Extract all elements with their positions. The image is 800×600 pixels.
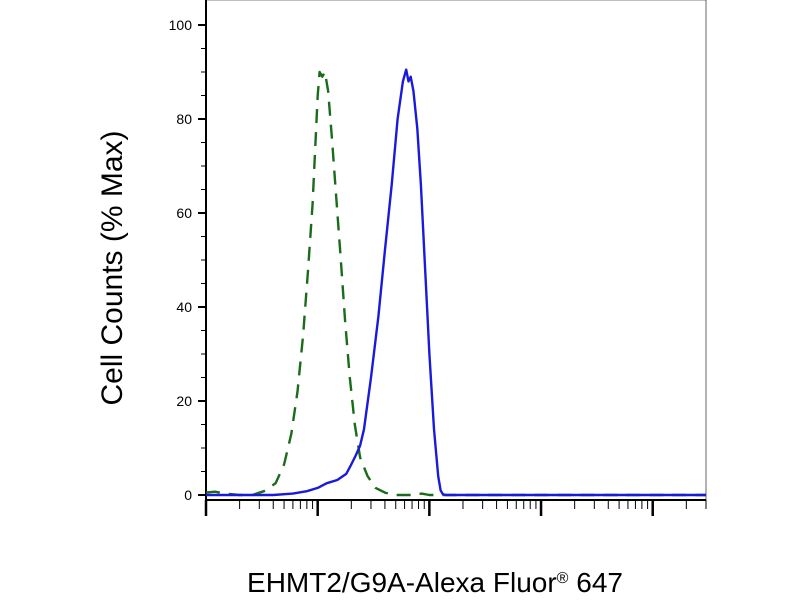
series-line-solid	[206, 68, 706, 497]
x-axis-title-main: EHMT2/G9A-Alexa Fluor	[247, 567, 557, 598]
y-axis-title: Cell Counts (% Max)	[96, 130, 129, 405]
y-tick-label: 40	[176, 299, 192, 315]
x-axis	[204, 500, 707, 516]
registered-mark: ®	[557, 570, 569, 587]
x-axis-title: EHMT2/G9A-Alexa Fluor® 647	[247, 567, 623, 598]
x-axis-title-suffix: 647	[568, 567, 623, 598]
series-line-dashed	[205, 70, 706, 497]
y-axis: 0 20 40 60 80 100	[169, 17, 206, 503]
series-layer	[205, 68, 706, 497]
y-tick-label: 0	[184, 487, 192, 503]
y-tick-label: 80	[176, 111, 192, 127]
plot-frame	[205, 0, 707, 501]
y-tick-label: 20	[176, 393, 192, 409]
y-tick-label: 100	[169, 17, 193, 33]
y-tick-label: 60	[176, 205, 192, 221]
